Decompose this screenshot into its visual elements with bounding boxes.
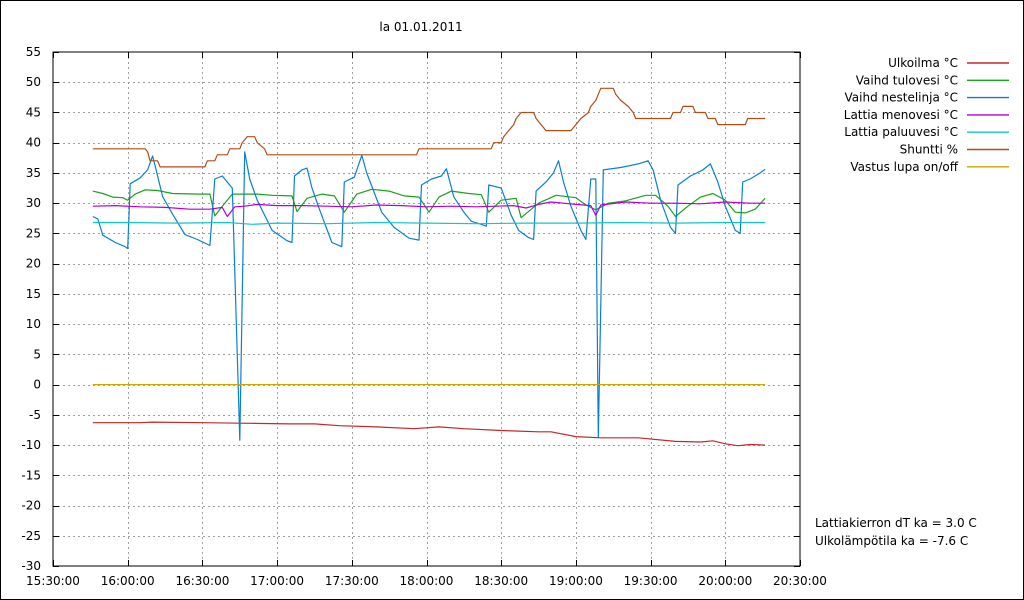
y-tick-label: 55 [26,45,41,59]
legend-label-7: Vastus lupa on/off [850,160,958,174]
y-tick-label: 50 [26,75,41,89]
y-tick-label: 5 [33,347,41,361]
y-tick-label: -20 [21,499,41,513]
x-tick-label: 17:00:00 [250,574,304,588]
y-tick-label: -15 [21,468,41,482]
y-tick-label: 20 [26,257,41,271]
x-axis-ticks: 15:30:00 16:00:00 16:30:00 17:00:00 17:30:00… [26,52,827,588]
annotation-outdoor-average: Ulkolämpötila ka = -7.6 C [815,534,968,548]
series-line-2 [92,188,766,219]
chart-title: la 01.01.2011 [379,20,462,34]
y-tick-label: 40 [26,136,41,150]
x-tick-label: 20:00:00 [698,574,752,588]
y-tick-label: 15 [26,287,41,301]
y-tick-label: -10 [21,438,41,452]
legend-label-3: Vaihd nestelinja °C [845,91,958,105]
y-tick-label: 0 [33,378,41,392]
x-tick-label: 17:30:00 [325,574,379,588]
plot-area [52,51,801,567]
y-tick-label: -5 [29,408,41,422]
y-tick-label: -30 [21,559,41,573]
legend-label-6: Shuntti % [900,143,958,157]
x-tick-label: 19:00:00 [549,574,603,588]
series-line-6 [92,87,766,168]
series-line-3 [92,151,766,441]
legend-label-1: Ulkoilma °C [888,56,958,70]
x-tick-label: 18:30:00 [474,574,528,588]
y-tick-label: -25 [21,529,41,543]
x-tick-label: 19:30:00 [624,574,678,588]
y-tick-label: 25 [26,226,41,240]
x-tick-label: 18:00:00 [400,574,454,588]
series-line-1 [92,421,766,447]
y-tick-label: 30 [26,196,41,210]
y-tick-label: 10 [26,317,41,331]
y-tick-label: 45 [26,105,41,119]
series-line-4 [92,201,766,218]
x-tick-label: 16:00:00 [101,574,155,588]
y-tick-label: 35 [26,166,41,180]
series-lines [92,87,766,447]
x-tick-label: 20:30:00 [773,574,827,588]
x-tick-label: 16:30:00 [175,574,229,588]
legend-label-4: Lattia menovesi °C [844,108,958,122]
legend-label-2: Vaihd tulovesi °C [856,73,958,87]
annotation-dt-average: Lattiakierron dT ka = 3.0 C [815,516,977,530]
legend-label-5: Lattia paluuvesi °C [844,125,958,139]
grid-lines [53,52,800,566]
legend: Ulkoilma °C Vaihd tulovesi °C Vaihd nestel… [844,56,1009,174]
series-line-5 [92,221,766,225]
x-tick-label: 15:30:00 [26,574,80,588]
